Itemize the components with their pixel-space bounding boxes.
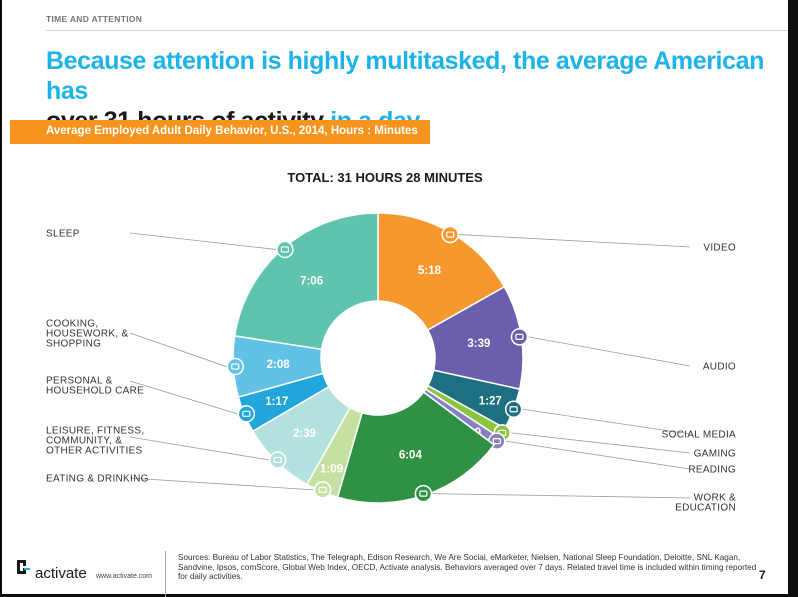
headline-part-1: Because attention is highly multitasked,… bbox=[46, 47, 764, 105]
value-label-eating-drinking: 1:09 bbox=[320, 464, 343, 476]
category-label-reading: READING bbox=[688, 465, 736, 476]
value-label-social-media: 1:27 bbox=[479, 395, 502, 407]
leader-line-cooking-housework-shopping bbox=[129, 332, 227, 367]
people-icon bbox=[414, 484, 433, 503]
category-label-personal-household-care: PERSONAL & HOUSEHOLD CARE bbox=[46, 376, 144, 397]
speaker-icon bbox=[510, 328, 529, 346]
footer-divider bbox=[165, 551, 166, 597]
value-label-leisure-fitness-community-other-activities: 2:39 bbox=[293, 428, 316, 440]
fork-icon bbox=[313, 481, 332, 499]
leader-line-eating-drinking bbox=[129, 477, 314, 491]
leader-line-sleep bbox=[129, 232, 276, 250]
category-label-gaming: GAMING bbox=[694, 449, 736, 460]
category-label-social-media: SOCIAL MEDIA bbox=[662, 430, 736, 441]
bike-icon bbox=[268, 451, 287, 469]
leader-line-video bbox=[459, 234, 691, 248]
sources-note: Sources: Bureau of Labor Statistics, The… bbox=[178, 553, 757, 581]
website-link[interactable]: www.activate.com bbox=[96, 573, 153, 580]
share-icon bbox=[504, 400, 523, 418]
slice-sleep bbox=[233, 212, 379, 351]
value-label-audio: 3:39 bbox=[467, 338, 490, 350]
chart-title: TOTAL: 31 HOURS 28 MINUTES bbox=[287, 170, 483, 185]
section-divider bbox=[46, 30, 788, 31]
slice-work-education bbox=[336, 391, 496, 504]
window-border-right bbox=[788, 0, 798, 597]
value-label-video: 5:18 bbox=[418, 265, 442, 277]
bike-icon-glyph bbox=[273, 456, 282, 464]
category-label-work-education: WORK & EDUCATION bbox=[675, 493, 736, 514]
page-number: 7 bbox=[759, 568, 766, 582]
leader-line-social-media bbox=[522, 408, 691, 435]
leader-line-audio bbox=[528, 336, 691, 367]
category-label-cooking-housework-shopping: COOKING, HOUSEWORK, & SHOPPING bbox=[46, 319, 129, 350]
slice-video bbox=[377, 212, 506, 332]
leader-line-leisure-fitness-community-other-activities bbox=[129, 436, 269, 461]
value-label-work-education: 6:04 bbox=[399, 450, 423, 462]
window-border-bottom bbox=[0, 594, 798, 597]
speaker-icon-glyph bbox=[515, 333, 524, 340]
chart-subtitle-banner: Average Employed Adult Daily Behavior, U… bbox=[10, 120, 430, 144]
category-label-video: VIDEO bbox=[703, 243, 736, 254]
people-icon-glyph bbox=[419, 490, 428, 497]
person-icon bbox=[237, 405, 256, 423]
category-label-eating-drinking: EATING & DRINKING bbox=[46, 474, 149, 485]
tv-icon bbox=[441, 225, 459, 244]
bed-icon-glyph bbox=[280, 246, 290, 253]
leader-line-work-education bbox=[432, 493, 691, 499]
value-label-cooking-housework-shopping: 2:08 bbox=[267, 359, 291, 371]
fork-icon-glyph bbox=[318, 486, 327, 493]
window-border-left bbox=[0, 0, 2, 597]
value-label-sleep: 7:06 bbox=[300, 276, 323, 288]
category-label-audio: AUDIO bbox=[703, 362, 736, 373]
share-icon-glyph bbox=[509, 406, 518, 413]
bag-icon bbox=[226, 357, 245, 376]
section-label: TIME AND ATTENTION bbox=[46, 14, 143, 24]
tv-icon-glyph bbox=[446, 231, 455, 238]
category-label-leisure-fitness-community-other-activities: LEISURE, FITNESS, COMMUNITY, & OTHER ACTIV… bbox=[46, 426, 144, 457]
person-icon-glyph bbox=[242, 410, 251, 417]
leader-line-personal-household-care bbox=[129, 380, 238, 415]
value-label-personal-household-care: 1:17 bbox=[265, 396, 288, 408]
leader-line-reading bbox=[505, 440, 691, 470]
leader-line-gaming bbox=[511, 432, 691, 454]
book-icon-glyph bbox=[492, 438, 501, 445]
bag-icon-glyph bbox=[231, 363, 240, 370]
chart-subtitle: Average Employed Adult Daily Behavior, U… bbox=[46, 125, 418, 137]
activate-logo-icon bbox=[17, 560, 30, 574]
category-label-sleep: SLEEP bbox=[46, 229, 80, 240]
bed-icon bbox=[276, 240, 294, 259]
logo-wordmark: activate bbox=[35, 565, 87, 582]
